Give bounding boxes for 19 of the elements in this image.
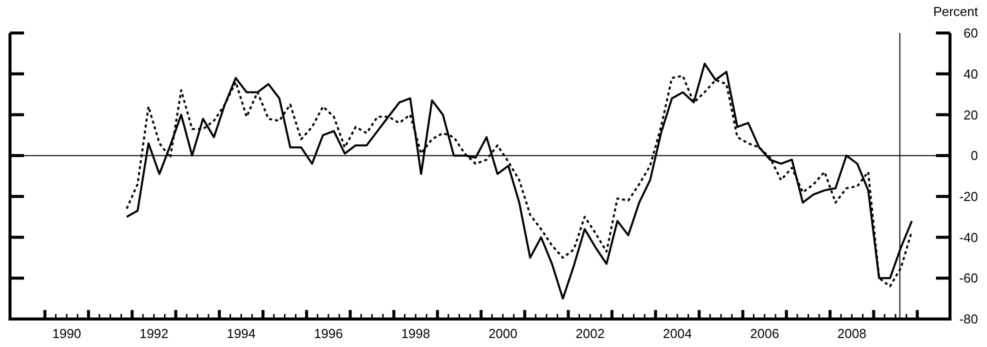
x-tick-label: 2008 [837, 326, 866, 341]
y-tick-label: -40 [959, 230, 978, 245]
y-tick-label: 40 [964, 66, 978, 82]
x-tick-label: 2002 [576, 326, 605, 341]
y-tick-label: -80 [959, 312, 978, 327]
x-tick-label: 1992 [139, 326, 168, 341]
x-tick-label: 2006 [750, 326, 780, 341]
y-axis-title: Percent [933, 4, 978, 19]
y-tick-label: -20 [959, 188, 978, 204]
y-tick-label: 20 [964, 107, 978, 122]
y-tick-label: 60 [964, 26, 978, 41]
y-tick-label: 0 [970, 148, 978, 164]
x-tick-label: 1998 [401, 326, 430, 341]
x-tick-label: 2004 [662, 326, 692, 341]
x-tick-label: 1994 [226, 326, 256, 341]
x-tick-label: 2000 [488, 326, 518, 341]
y-tick-label: -60 [959, 270, 978, 286]
x-tick-label: 1990 [52, 326, 82, 341]
x-tick-label: 1996 [314, 326, 343, 341]
